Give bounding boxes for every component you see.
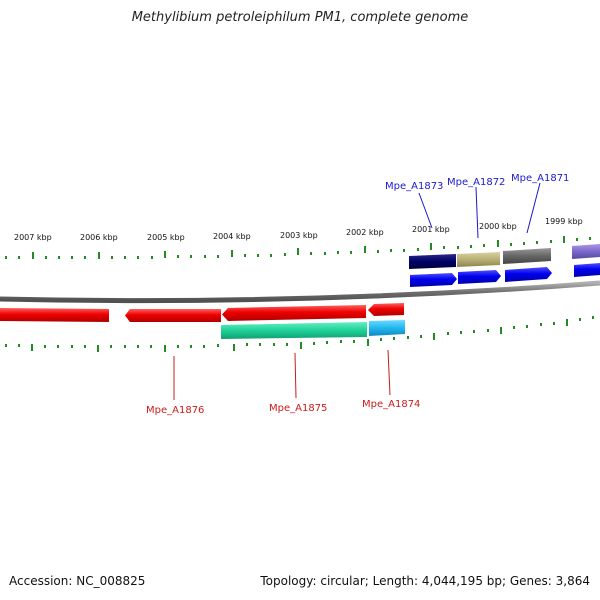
gene-arrow-forward[interactable] — [505, 267, 552, 282]
scale-labels: 2007 kbp 2006 kbp 2005 kbp 2004 kbp 2003… — [14, 217, 583, 242]
scale-label: 2006 kbp — [80, 233, 118, 242]
bottom-gene-labels: Mpe_A1876 Mpe_A1875 Mpe_A1874 — [146, 349, 420, 416]
lower-scale-ticks — [5, 316, 594, 352]
accession-text: Accession: NC_008825 — [9, 574, 146, 588]
gene-arrow-reverse[interactable] — [368, 303, 404, 316]
feature-block-purple[interactable] — [572, 244, 600, 259]
forward-strand-genes — [410, 263, 600, 287]
scale-label: 2007 kbp — [14, 233, 52, 242]
reverse-strand-genes — [0, 303, 404, 322]
scale-label: 2000 kbp — [479, 222, 517, 231]
genome-summary-text: Topology: circular; Length: 4,044,195 bp… — [260, 574, 590, 588]
gene-arrow-reverse[interactable] — [0, 308, 109, 322]
gene-arrow-forward[interactable] — [574, 263, 600, 277]
top-gene-labels: Mpe_A1873 Mpe_A1872 Mpe_A1871 — [385, 173, 569, 239]
gene-label-mpe-a1873[interactable]: Mpe_A1873 — [385, 181, 443, 192]
feature-block-khaki[interactable] — [457, 252, 500, 267]
scale-label: 2002 kbp — [346, 228, 384, 237]
gene-arrow-forward[interactable] — [410, 273, 457, 287]
gene-label-mpe-a1876[interactable]: Mpe_A1876 — [146, 405, 204, 416]
feature-block-cyan[interactable] — [369, 320, 405, 336]
gene-arrow-reverse[interactable] — [125, 309, 221, 322]
scale-label: 2003 kbp — [280, 231, 318, 240]
scale-label: 2004 kbp — [213, 232, 251, 241]
map-title: Methylibium petroleiphilum PM1, complete… — [131, 10, 469, 25]
feature-block-navy[interactable] — [409, 254, 456, 269]
feature-block-gray[interactable] — [503, 248, 551, 264]
scale-label: 2005 kbp — [147, 233, 185, 242]
genome-backbone — [0, 280, 600, 304]
gene-label-mpe-a1872[interactable]: Mpe_A1872 — [447, 177, 505, 188]
gene-label-mpe-a1874[interactable]: Mpe_A1874 — [362, 399, 420, 410]
gene-label-mpe-a1875[interactable]: Mpe_A1875 — [269, 403, 327, 414]
scale-label: 1999 kbp — [545, 217, 583, 226]
feature-track — [409, 244, 600, 269]
gene-label-mpe-a1871[interactable]: Mpe_A1871 — [511, 173, 569, 184]
gene-arrow-reverse[interactable] — [222, 305, 366, 321]
upper-scale-ticks — [5, 236, 591, 259]
gene-arrow-forward[interactable] — [458, 270, 501, 284]
lower-feature-track — [221, 320, 405, 339]
scale-label: 2001 kbp — [412, 225, 450, 234]
feature-block-green[interactable] — [221, 322, 367, 339]
